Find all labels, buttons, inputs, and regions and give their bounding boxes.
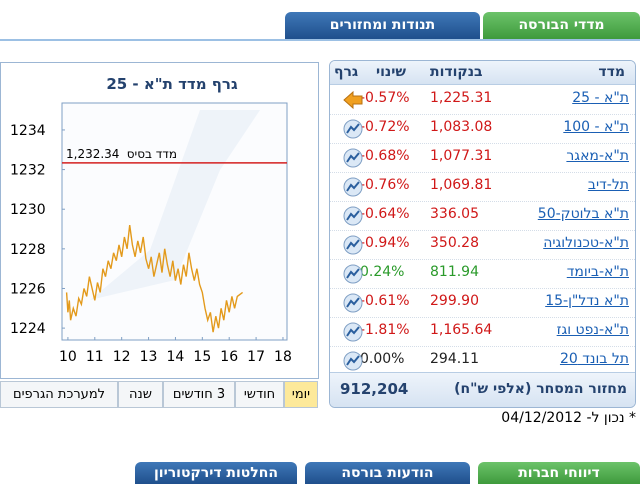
turnover-value: 912,204 bbox=[340, 380, 409, 398]
as-of-date: * נכון ל- 04/12/2012 bbox=[501, 410, 636, 426]
index-link[interactable]: ת"א בלוטק-50 bbox=[537, 206, 629, 222]
index-link[interactable]: ת"א-טכנולוגיה bbox=[543, 235, 629, 251]
range-button[interactable]: למערכת הגרפים bbox=[0, 381, 118, 408]
index-link[interactable]: ת"א-ביומד bbox=[566, 264, 629, 280]
x-tick-label: 14 bbox=[167, 349, 185, 365]
index-link[interactable]: ת"א-נפט וגז bbox=[556, 322, 629, 338]
graph-icon[interactable] bbox=[342, 176, 364, 198]
base-label: מדד בסיס bbox=[127, 147, 177, 161]
table-row: ת"א נדל"ן-15 299.90 -0.61% bbox=[330, 288, 635, 318]
graph-icon[interactable] bbox=[342, 234, 364, 256]
points: 1,083.08 bbox=[430, 119, 493, 135]
range-button[interactable]: שנה bbox=[118, 381, 163, 408]
points: 1,077.31 bbox=[430, 148, 493, 164]
tab[interactable]: מדדי הבורסה bbox=[483, 12, 640, 39]
tab[interactable]: החלטות דירקטוריון bbox=[135, 462, 297, 484]
watermark bbox=[90, 110, 260, 300]
change: -0.57% bbox=[360, 90, 410, 106]
points: 336.05 bbox=[430, 206, 479, 222]
table-row: ת"א - 100 1,083.08 -0.72% bbox=[330, 114, 635, 144]
x-tick-label: 12 bbox=[113, 349, 131, 365]
index-table: מדד בנקודות שינוי גרף ת"א - 25 1,225.31 -0… bbox=[329, 60, 636, 408]
graph-icon[interactable] bbox=[342, 263, 364, 285]
tab[interactable]: תנודות ומחזורים bbox=[285, 12, 480, 39]
x-tick-label: 13 bbox=[140, 349, 158, 365]
points: 299.90 bbox=[430, 293, 479, 309]
change: -0.76% bbox=[360, 177, 410, 193]
points: 1,069.81 bbox=[430, 177, 493, 193]
index-link[interactable]: ת"א-מאגר bbox=[566, 148, 629, 164]
header-cell: גרף bbox=[334, 64, 359, 80]
graph-icon[interactable] bbox=[342, 205, 364, 227]
tab[interactable]: דיווחי חברות bbox=[478, 462, 640, 484]
graph-icon[interactable] bbox=[342, 350, 364, 372]
graph-icon[interactable] bbox=[342, 118, 364, 140]
change: -0.72% bbox=[360, 119, 410, 135]
table-header: מדד בנקודות שינוי גרף bbox=[330, 61, 635, 85]
tab-rule bbox=[0, 39, 640, 41]
y-tick-label: 1226 bbox=[10, 281, 46, 297]
turnover-row: מחזור המסחר (אלפי ש"ח) 912,204 bbox=[330, 372, 635, 407]
index-link[interactable]: ת"א נדל"ן-15 bbox=[545, 293, 629, 309]
table-row: ת"א-נפט וגז 1,165.64 -1.81% bbox=[330, 317, 635, 347]
header-cell: בנקודות bbox=[430, 64, 483, 80]
points: 350.28 bbox=[430, 235, 479, 251]
x-tick-label: 10 bbox=[59, 349, 77, 365]
x-tick-label: 11 bbox=[86, 349, 104, 365]
index-line bbox=[65, 225, 244, 333]
table-row: ת"א בלוטק-50 336.05 -0.64% bbox=[330, 201, 635, 231]
change: -0.94% bbox=[360, 235, 410, 251]
base-value-label: 1,232.34 bbox=[66, 147, 119, 161]
graph-icon[interactable] bbox=[342, 292, 364, 314]
range-button[interactable]: יומי bbox=[284, 381, 318, 408]
table-row: ת"א-ביומד 811.94 0.24% bbox=[330, 259, 635, 289]
change: 0.00% bbox=[360, 351, 405, 367]
points: 1,165.64 bbox=[430, 322, 493, 338]
y-tick-label: 1232 bbox=[10, 163, 46, 179]
index-link[interactable]: תל בונד 20 bbox=[559, 351, 629, 367]
x-tick-label: 16 bbox=[220, 349, 238, 365]
index-link[interactable]: ת"א - 25 bbox=[572, 90, 629, 106]
chart-title: גרף מדד ת"א - 25 bbox=[106, 75, 238, 93]
x-tick-label: 18 bbox=[274, 349, 292, 365]
y-tick-label: 1224 bbox=[10, 321, 46, 337]
points: 1,225.31 bbox=[430, 90, 493, 106]
x-tick-label: 15 bbox=[193, 349, 211, 365]
change: 0.24% bbox=[360, 264, 405, 280]
change: -0.64% bbox=[360, 206, 410, 222]
change: -0.68% bbox=[360, 148, 410, 164]
tab[interactable]: הודעות בורסה bbox=[305, 462, 470, 484]
graph-icon[interactable] bbox=[342, 147, 364, 169]
table-row: תל-דיב 1,069.81 -0.76% bbox=[330, 172, 635, 202]
x-tick-label: 17 bbox=[247, 349, 265, 365]
turnover-label: מחזור המסחר (אלפי ש"ח) bbox=[454, 381, 627, 397]
y-tick-label: 1234 bbox=[10, 123, 46, 139]
points: 294.11 bbox=[430, 351, 479, 367]
y-tick-label: 1228 bbox=[10, 242, 46, 258]
change: -0.61% bbox=[360, 293, 410, 309]
selected-arrow[interactable] bbox=[342, 89, 364, 111]
index-link[interactable]: ת"א - 100 bbox=[563, 119, 629, 135]
header-cell: מדד bbox=[598, 64, 625, 80]
chart: גרף מדד ת"א - 25 1224 1226 1228 1230 1232 123… bbox=[0, 62, 319, 379]
index-link[interactable]: תל-דיב bbox=[587, 177, 629, 193]
table-row: ת"א-מאגר 1,077.31 -0.68% bbox=[330, 143, 635, 173]
points: 811.94 bbox=[430, 264, 479, 280]
table-row: ת"א-טכנולוגיה 350.28 -0.94% bbox=[330, 230, 635, 260]
y-tick-label: 1230 bbox=[10, 202, 46, 218]
range-button[interactable]: חודשי bbox=[235, 381, 284, 408]
table-row: ת"א - 25 1,225.31 -0.57% bbox=[330, 85, 635, 115]
header-cell: שינוי bbox=[376, 64, 407, 80]
range-button[interactable]: 3 חודשים bbox=[163, 381, 235, 408]
change: -1.81% bbox=[360, 322, 410, 338]
graph-icon[interactable] bbox=[342, 321, 364, 343]
